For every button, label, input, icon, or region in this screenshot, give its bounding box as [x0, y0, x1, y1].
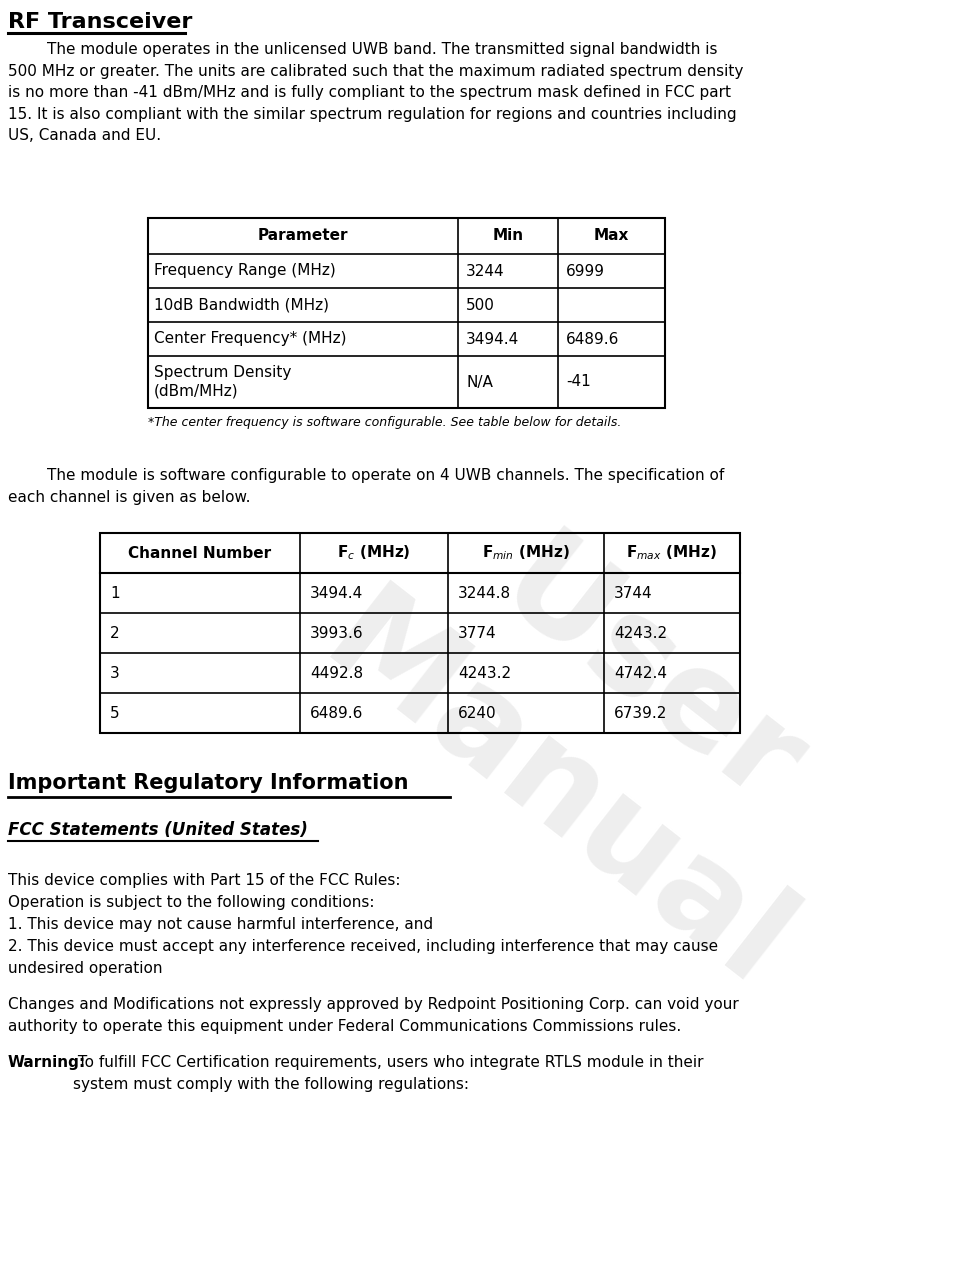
Text: Changes and Modifications not expressly approved by Redpoint Positioning Corp. c: Changes and Modifications not expressly …: [8, 996, 739, 1033]
Text: 10dB Bandwidth (MHz): 10dB Bandwidth (MHz): [154, 297, 329, 313]
Text: Operation is subject to the following conditions:: Operation is subject to the following co…: [8, 895, 374, 910]
Text: 6489.6: 6489.6: [310, 705, 364, 721]
Text: Min: Min: [493, 229, 524, 244]
Text: F$_{min}$ (MHz): F$_{min}$ (MHz): [482, 544, 570, 562]
Text: F$_c$ (MHz): F$_c$ (MHz): [337, 544, 411, 562]
Text: 5: 5: [110, 705, 120, 721]
Text: 6489.6: 6489.6: [566, 332, 619, 347]
Text: 500: 500: [466, 297, 495, 313]
Text: 4742.4: 4742.4: [614, 666, 667, 680]
Text: 1: 1: [110, 586, 120, 600]
Text: 6739.2: 6739.2: [614, 705, 668, 721]
Text: 3244.8: 3244.8: [458, 586, 511, 600]
Text: 2: 2: [110, 625, 120, 641]
Bar: [100, 533, 740, 733]
Text: 3: 3: [110, 666, 120, 680]
Text: Parameter: Parameter: [258, 229, 348, 244]
Text: 6240: 6240: [458, 705, 497, 721]
Text: User
Manual: User Manual: [300, 458, 905, 1017]
Text: 3774: 3774: [458, 625, 497, 641]
Text: 3494.4: 3494.4: [466, 332, 519, 347]
Text: 3744: 3744: [614, 586, 652, 600]
Text: Frequency Range (MHz): Frequency Range (MHz): [154, 263, 335, 278]
Text: To fulfill FCC Certification requirements, users who integrate RTLS module in th: To fulfill FCC Certification requirement…: [73, 1055, 704, 1092]
Text: The module is software configurable to operate on 4 UWB channels. The specificat: The module is software configurable to o…: [8, 468, 724, 505]
Text: 3993.6: 3993.6: [310, 625, 364, 641]
Text: 4243.2: 4243.2: [458, 666, 511, 680]
Text: 3244: 3244: [466, 263, 504, 278]
Text: Warning:: Warning:: [8, 1055, 87, 1070]
Text: 4492.8: 4492.8: [310, 666, 364, 680]
Text: -41: -41: [566, 375, 591, 389]
Text: 1. This device may not cause harmful interference, and: 1. This device may not cause harmful int…: [8, 916, 434, 932]
Text: Important Regulatory Information: Important Regulatory Information: [8, 773, 408, 793]
Bar: [148, 219, 665, 408]
Text: 6999: 6999: [566, 263, 605, 278]
Text: Channel Number: Channel Number: [128, 545, 271, 561]
Text: This device complies with Part 15 of the FCC Rules:: This device complies with Part 15 of the…: [8, 873, 400, 888]
Text: 4243.2: 4243.2: [614, 625, 667, 641]
Text: Center Frequency* (MHz): Center Frequency* (MHz): [154, 332, 346, 347]
Text: N/A: N/A: [466, 375, 493, 389]
Text: Max: Max: [594, 229, 629, 244]
Text: F$_{max}$ (MHz): F$_{max}$ (MHz): [627, 544, 717, 562]
Text: 3494.4: 3494.4: [310, 586, 364, 600]
Text: The module operates in the unlicensed UWB band. The transmitted signal bandwidth: The module operates in the unlicensed UW…: [8, 42, 744, 144]
Text: *The center frequency is software configurable. See table below for details.: *The center frequency is software config…: [148, 416, 621, 430]
Text: 2. This device must accept any interference received, including interference tha: 2. This device must accept any interfere…: [8, 939, 718, 976]
Bar: [148, 219, 665, 254]
Text: RF Transceiver: RF Transceiver: [8, 11, 192, 32]
Text: Spectrum Density
(dBm/MHz): Spectrum Density (dBm/MHz): [154, 365, 292, 399]
Text: FCC Statements (United States): FCC Statements (United States): [8, 821, 308, 839]
